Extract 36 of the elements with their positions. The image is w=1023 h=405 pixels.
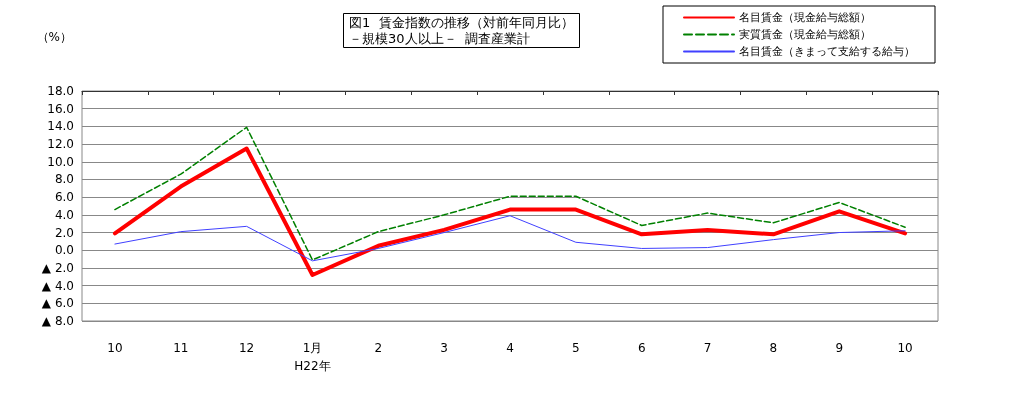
line-series <box>114 215 906 262</box>
y-tick-label: 18.0 <box>47 84 74 98</box>
y-tick-label: ▲ 6.0 <box>41 296 74 311</box>
x-tick-label: 1月 H22年 <box>294 341 331 373</box>
x-tick-label: 5 <box>572 341 580 355</box>
x-tick-label: 12 <box>238 341 255 355</box>
y-tick-label: 14.0 <box>47 119 74 134</box>
y-tick-label: 12.0 <box>47 137 74 152</box>
x-tick-label: 4 <box>506 341 514 355</box>
y-tick-label: 10.0 <box>47 154 74 169</box>
x-tick-label: 10 <box>107 341 123 355</box>
chart-title: 図1 賃金指数の推移（対前年同月比） <box>349 15 574 30</box>
chart-subtitle: －規模30人以上－ 調査産業計 <box>349 31 530 46</box>
x-tick-label: 10 <box>897 341 913 355</box>
y-tick-label: ▲ 2.0 <box>41 260 74 275</box>
y-tick-label: 0.0 <box>54 243 74 258</box>
y-tick-label: 8.0 <box>54 172 74 187</box>
x-tick-label: 8 <box>769 341 778 355</box>
y-tick-label: 4.0 <box>54 207 74 222</box>
y-tick-label: 6.0 <box>54 190 74 205</box>
legend-label: 実質賃金（現金給与総額） <box>739 28 871 41</box>
y-tick-label: 2.0 <box>54 225 74 240</box>
y-tick-label: ▲ 4.0 <box>41 278 74 293</box>
x-tick-label: 11 <box>173 341 189 355</box>
y-axis-title: （%） <box>36 30 72 44</box>
x-tick-label: 3 <box>440 341 448 355</box>
x-tick-label: 9 <box>835 341 844 355</box>
line-series <box>112 146 908 277</box>
y-tick-label: 16.0 <box>47 101 74 116</box>
legend-label: 名目賃金（現金給与総額） <box>739 11 871 24</box>
legend-label: 名目賃金（きまって支給する給与） <box>739 45 915 58</box>
y-tick-label: ▲ 8.0 <box>41 314 74 328</box>
x-tick-label: 2 <box>374 341 383 355</box>
x-tick-label: 6 <box>637 341 646 355</box>
line-series <box>114 126 906 261</box>
x-tick-label: 7 <box>703 341 712 355</box>
